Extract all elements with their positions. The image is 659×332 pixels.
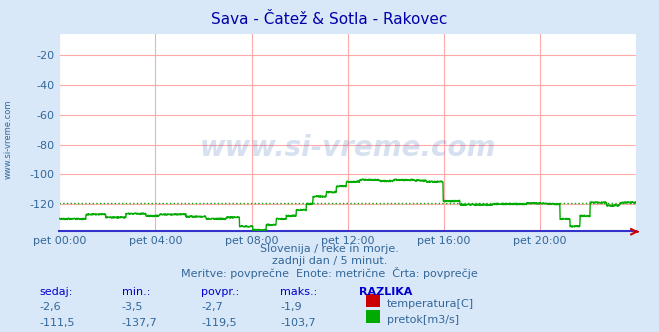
Text: www.si-vreme.com: www.si-vreme.com: [200, 134, 496, 162]
Text: -137,7: -137,7: [122, 318, 158, 328]
Text: zadnji dan / 5 minut.: zadnji dan / 5 minut.: [272, 256, 387, 266]
Text: -3,5: -3,5: [122, 302, 144, 312]
Text: -119,5: -119,5: [201, 318, 237, 328]
Text: pretok[m3/s]: pretok[m3/s]: [387, 315, 459, 325]
Text: -2,7: -2,7: [201, 302, 223, 312]
Text: temperatura[C]: temperatura[C]: [387, 299, 474, 309]
Text: -103,7: -103,7: [280, 318, 316, 328]
Text: Sava - Čatež & Sotla - Rakovec: Sava - Čatež & Sotla - Rakovec: [212, 12, 447, 27]
Text: sedaj:: sedaj:: [40, 287, 73, 297]
Text: -2,6: -2,6: [40, 302, 61, 312]
Text: Meritve: povprečne  Enote: metrične  Črta: povprečje: Meritve: povprečne Enote: metrične Črta:…: [181, 267, 478, 279]
Text: -111,5: -111,5: [40, 318, 75, 328]
Text: Slovenija / reke in morje.: Slovenija / reke in morje.: [260, 244, 399, 254]
Text: maks.:: maks.:: [280, 287, 318, 297]
Text: RAZLIKA: RAZLIKA: [359, 287, 413, 297]
Text: www.si-vreme.com: www.si-vreme.com: [3, 100, 13, 179]
Text: min.:: min.:: [122, 287, 150, 297]
Text: -1,9: -1,9: [280, 302, 302, 312]
Text: povpr.:: povpr.:: [201, 287, 239, 297]
